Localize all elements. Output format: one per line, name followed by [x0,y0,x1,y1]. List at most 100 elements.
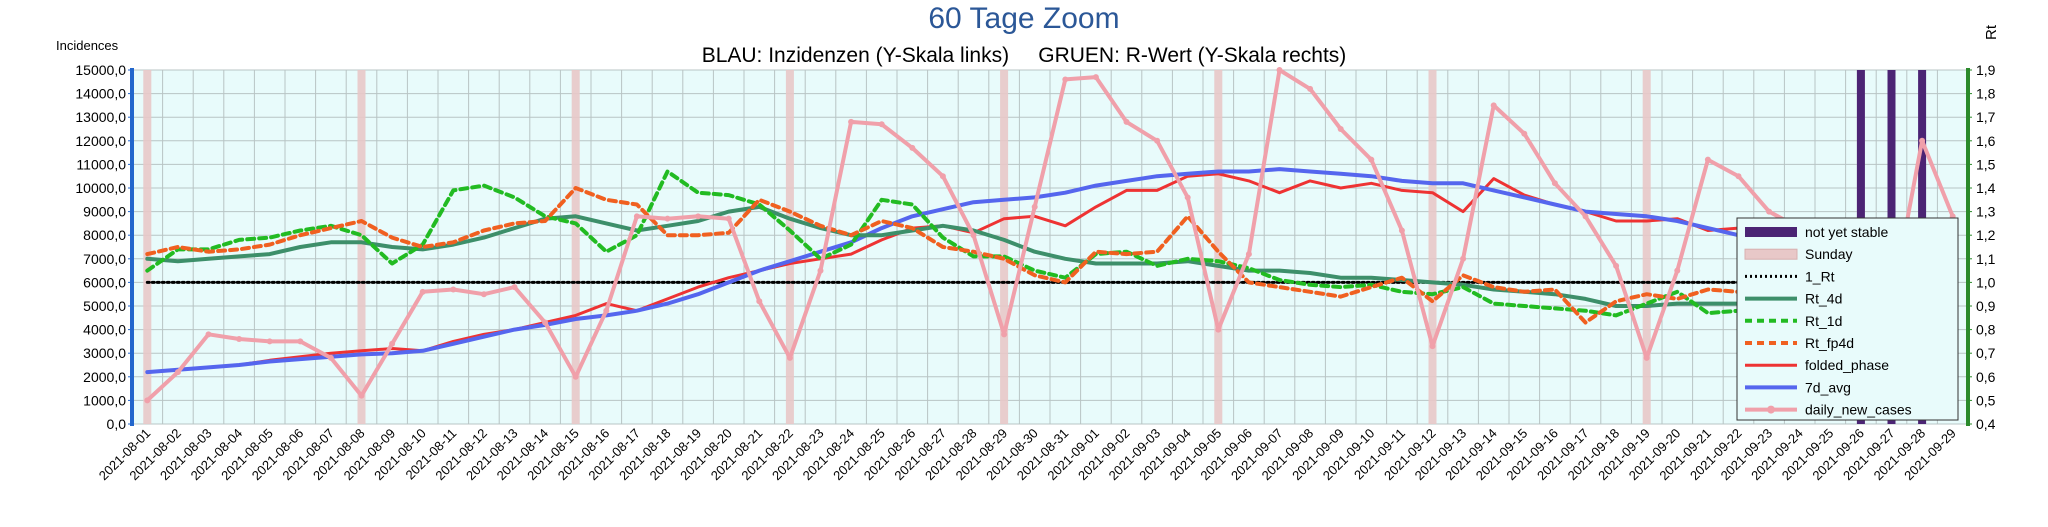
data-point-daily-new-cases [1245,251,1252,258]
data-point-daily-new-cases [450,286,457,293]
legend: not yet stable Sunday 1_Rt Rt_4d Rt_1d Rt_fp4… [1736,217,1959,421]
y-tick-label-left: 1000,0 [83,392,126,408]
data-point-daily-new-cases [419,288,426,295]
data-point-daily-new-cases [511,284,518,291]
y-axis-right-label: Rt [1983,24,2000,40]
y-tick-label-right: 1,8 [1976,86,1996,102]
y-tick-label-left: 14000,0 [75,86,126,102]
data-point-daily-new-cases [1092,74,1099,81]
y-tick-label-right: 1,6 [1976,133,1996,149]
data-point-daily-new-cases [1613,262,1620,269]
data-point-daily-new-cases [1368,156,1375,163]
data-point-daily-new-cases [1062,76,1069,83]
data-point-daily-new-cases [1735,173,1742,180]
data-point-daily-new-cases [878,121,885,128]
legend-label: 1_Rt [1805,268,1835,284]
data-point-daily-new-cases [1276,67,1283,73]
legend-swatch-not-yet-stable [1745,227,1797,237]
y-tick-label-left: 4000,0 [83,322,126,338]
data-point-daily-new-cases [1307,85,1314,92]
y-tick-label-left: 15000,0 [75,62,126,78]
series-line-rt-4d [145,204,1955,311]
data-point-daily-new-cases [572,373,579,380]
legend-swatch-sunday [1744,248,1798,260]
y-tick-label-right: 0,5 [1976,392,1996,408]
data-point-daily-new-cases [327,354,334,361]
series-line-7d-avg [145,167,1955,375]
data-point-daily-new-cases [1551,180,1558,187]
y-tick-label-right: 1,4 [1976,180,1996,196]
y-tick-label-left: 7000,0 [83,251,126,267]
y-tick-label-left: 0,0 [107,416,127,432]
data-point-daily-new-cases [174,369,181,376]
y-tick-label-right: 1,1 [1976,251,1996,267]
data-point-daily-new-cases [1674,267,1681,274]
series-line-daily-new-cases [145,68,1955,403]
data-point-daily-new-cases [1521,130,1528,137]
sunday-band [571,70,580,424]
data-point-daily-new-cases [1919,137,1926,144]
y-tick-label-left: 2000,0 [83,369,126,385]
series-line-rt-1d [145,169,1955,318]
data-point-daily-new-cases [480,291,487,298]
legend-label: not yet stable [1805,224,1888,240]
data-point-daily-new-cases [297,338,304,345]
y-tick-label-right: 0,4 [1976,416,1996,432]
y-tick-label-left: 11000,0 [76,156,126,172]
y-tick-label-left: 9000,0 [83,204,126,220]
sunday-band [143,70,152,424]
y-tick-label-left: 12000,0 [75,133,126,149]
legend-swatch-daily-new-cases-marker [1767,405,1775,414]
sunday-band [785,70,794,424]
data-point-daily-new-cases [633,213,640,220]
data-point-daily-new-cases [1582,213,1589,220]
chart-title: 60 Tage Zoom [928,2,1119,35]
plot-area: 0,0 1000,0 2000,0 3000,0 4000,0 5000,0 6000,0 7… [75,62,1995,483]
sunday-band [1642,70,1651,424]
sunday-band [357,70,366,424]
data-point-daily-new-cases [817,267,824,274]
data-point-daily-new-cases [939,173,946,180]
data-point-daily-new-cases [1215,326,1222,333]
data-point-daily-new-cases [389,340,396,347]
data-point-daily-new-cases [144,397,151,404]
data-point-daily-new-cases [236,336,243,343]
data-point-daily-new-cases [603,307,610,314]
y-tick-label-right: 1,2 [1976,227,1996,243]
data-point-daily-new-cases [695,213,702,220]
data-point-daily-new-cases [1123,118,1130,125]
y-axis-left-label: Incidences [56,38,119,53]
legend-label: Rt_fp4d [1805,335,1854,351]
data-point-daily-new-cases [1490,102,1497,109]
y-tick-label-left: 3000,0 [83,345,126,361]
data-point-daily-new-cases [1184,194,1191,201]
y-tick-label-right: 1,0 [1976,274,1996,290]
data-point-daily-new-cases [909,144,916,151]
sunday-band [1000,70,1009,424]
y-tick-label-right: 1,5 [1976,156,1996,172]
data-point-daily-new-cases [664,215,671,222]
data-point-daily-new-cases [1766,208,1773,215]
sunday-band [1214,70,1223,424]
data-point-daily-new-cases [1704,156,1711,163]
data-point-daily-new-cases [756,298,763,305]
data-point-daily-new-cases [1001,331,1008,338]
sunday-band [1428,70,1437,424]
y-tick-label-right: 0,7 [1976,345,1996,361]
data-point-daily-new-cases [786,354,793,361]
data-point-daily-new-cases [542,319,549,326]
data-point-daily-new-cases [848,118,855,125]
y-tick-label-right: 1,3 [1976,204,1996,220]
legend-label: folded_phase [1805,357,1889,373]
chart-subtitle: BLAU: Inzidenzen (Y-Skala links) GRUEN: … [702,44,1347,67]
y-tick-label-right: 0,6 [1976,369,1996,385]
data-point-daily-new-cases [1460,255,1467,262]
data-point-daily-new-cases [1643,354,1650,361]
data-point-daily-new-cases [970,232,977,239]
data-point-daily-new-cases [1154,137,1161,144]
y-tick-label-left: 5000,0 [83,298,126,314]
y-tick-label-right: 0,8 [1976,322,1996,338]
legend-label: Rt_1d [1805,313,1842,329]
